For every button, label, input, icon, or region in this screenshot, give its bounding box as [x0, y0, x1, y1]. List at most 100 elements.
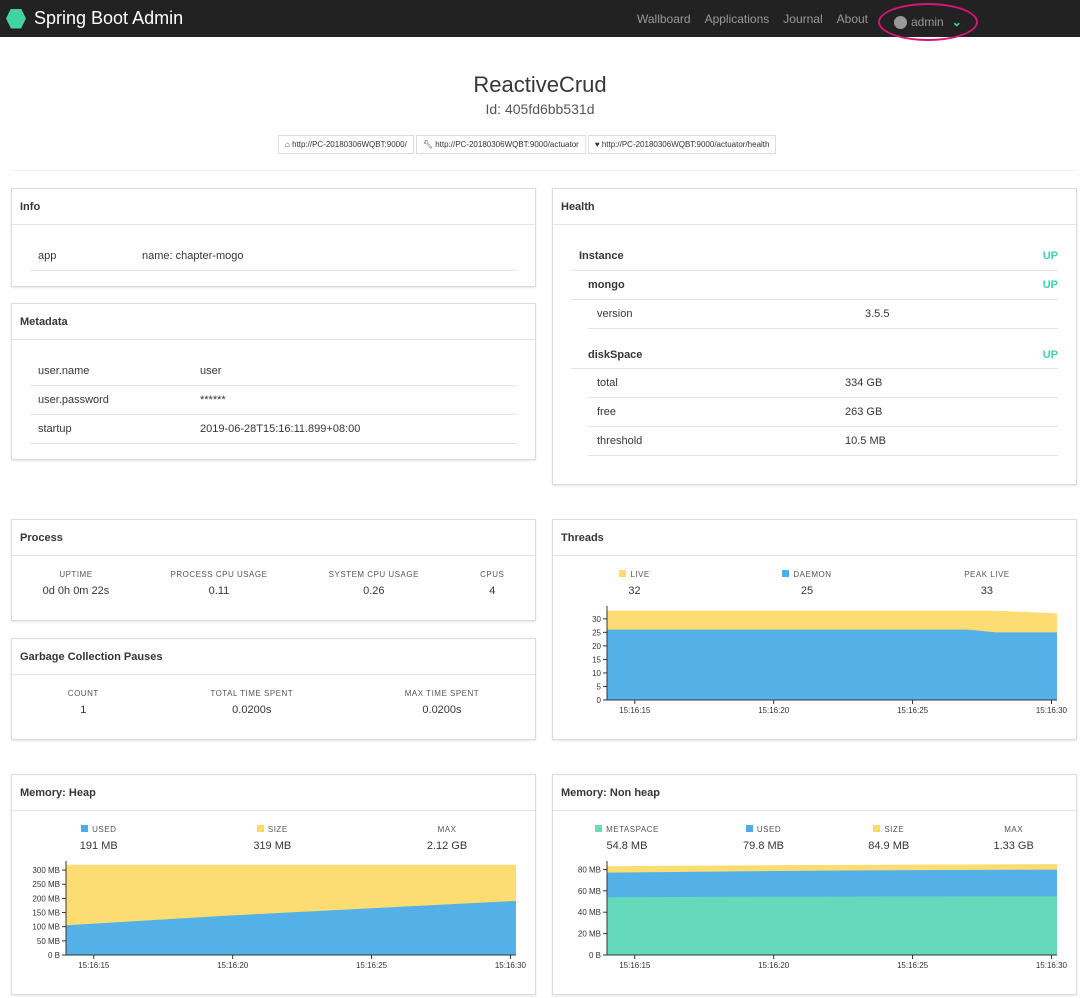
value: 2019-06-28T15:16:11.899+08:00	[200, 423, 361, 435]
user-menu[interactable]: admin ⌄	[878, 3, 978, 41]
stat-value: 0.0200s	[422, 704, 462, 716]
stat-value: 79.8 MB	[743, 840, 784, 852]
threads-card: Threads LIVE 32 DAEMON 25 PEAK LIVE 33 0 5 10 15…	[552, 519, 1077, 740]
stat: UPTIME 0d 0h 0m 22s	[43, 570, 110, 597]
divider	[11, 170, 1077, 171]
card-title: Memory: Non heap	[553, 775, 1076, 811]
nav-journal[interactable]: Journal	[783, 11, 823, 26]
card-title: Info	[12, 189, 535, 225]
x-tick-label: 15:16:15	[78, 961, 110, 970]
navbar: Spring Boot Admin Wallboard Applications…	[0, 0, 1080, 41]
y-tick-label: 0 B	[48, 951, 60, 960]
key: startup	[38, 423, 72, 435]
y-tick-label: 0 B	[589, 951, 601, 960]
stat: SYSTEM CPU USAGE 0.26	[329, 570, 419, 597]
health-mongo: mongo UP	[571, 271, 1058, 300]
stat: CPUS 4	[480, 570, 504, 597]
stat-label-text: METASPACE	[606, 825, 659, 834]
key: version	[597, 308, 633, 320]
stat-value: 0d 0h 0m 22s	[42, 585, 110, 597]
value: ******	[200, 394, 226, 406]
x-tick-label: 15:16:25	[897, 961, 929, 970]
nav-applications[interactable]: Applications	[704, 11, 770, 26]
stat-value: 0.26	[363, 585, 385, 597]
stat-label: CPUS	[480, 570, 504, 579]
stat: METASPACE 54.8 MB	[595, 825, 659, 852]
stat-value: 319 MB	[253, 840, 292, 852]
x-tick-label: 15:16:15	[619, 706, 651, 715]
stat-value: 1	[80, 704, 87, 716]
nav-wallboard[interactable]: Wallboard	[636, 11, 691, 26]
kv-row: user.password ******	[30, 386, 517, 415]
stat-label: USED	[80, 825, 118, 834]
y-tick-label: 200 MB	[32, 894, 60, 903]
stat-label-text: PEAK LIVE	[964, 570, 1010, 579]
key: threshold	[597, 435, 643, 447]
y-tick-label: 15	[592, 655, 601, 664]
stat-value: 1.33 GB	[993, 840, 1034, 852]
key: app	[38, 250, 57, 262]
x-tick-label: 15:16:30	[495, 961, 527, 970]
stat: COUNT 1	[68, 689, 99, 716]
key: user.password	[38, 394, 109, 406]
stat-label-text: USED	[92, 825, 117, 834]
stat-label-text: PROCESS CPU USAGE	[170, 570, 268, 579]
stat-value: 25	[800, 585, 814, 597]
process-card: Process UPTIME 0d 0h 0m 22s PROCESS CPU US…	[11, 519, 536, 621]
stat-label-text: CPUS	[480, 570, 505, 579]
stat-label: USED	[743, 825, 784, 834]
stat: MAX 1.33 GB	[993, 825, 1033, 852]
stat: USED 191 MB	[80, 825, 118, 852]
stat-label: SIZE	[868, 825, 909, 834]
threads-chart: 0 5 10 15 20 25 30 15:16:15 15:16:20 15:16:25 15:1…	[592, 606, 1068, 715]
legend-swatch	[595, 825, 603, 832]
nonheap-card: Memory: Non heap METASPACE 54.8 MB USED 79.…	[552, 774, 1077, 995]
label: diskSpace	[588, 348, 643, 361]
stat-label: MAX	[993, 825, 1033, 834]
stat-label: PROCESS CPU USAGE	[170, 570, 267, 579]
stat-value: 33	[980, 585, 994, 597]
instance-id: Id: 405fd6bb531d	[485, 101, 595, 117]
key: user.name	[38, 365, 90, 377]
health-url-link[interactable]: ♥ http://PC-20180306WQBT:9000/actuator/h…	[587, 135, 777, 154]
y-tick-label: 300 MB	[32, 866, 60, 875]
kv-row: user.name user	[30, 357, 517, 386]
nav-about[interactable]: About	[836, 11, 868, 26]
brand[interactable]: Spring Boot Admin	[6, 8, 183, 29]
y-tick-label: 0	[597, 696, 602, 705]
value: 3.5.5	[865, 308, 890, 320]
health-detail-row: version 3.5.5	[588, 300, 1058, 329]
y-tick-label: 20 MB	[578, 930, 601, 939]
legend-swatch	[619, 570, 627, 577]
stat-label: SIZE	[253, 825, 291, 834]
health-card: Health Instance UP mongo UP version 3.5.5 d…	[552, 188, 1077, 485]
area-metaspace	[607, 896, 1057, 955]
stat-value: 32	[628, 585, 641, 597]
value: 334 GB	[845, 377, 883, 389]
y-tick-label: 60 MB	[578, 887, 601, 896]
stat: PEAK LIVE 33	[964, 570, 1009, 597]
stat-label-text: MAX	[437, 825, 457, 834]
user-circle-icon	[894, 15, 907, 29]
key: total	[597, 377, 618, 389]
stat: USED 79.8 MB	[743, 825, 784, 852]
home-url-link[interactable]: ⌂ http://PC-20180306WQBT:9000/	[278, 135, 414, 154]
stat: LIVE 32	[619, 570, 649, 597]
legend-swatch	[873, 825, 881, 832]
stat: MAX 2.12 GB	[427, 825, 467, 852]
page-title: ReactiveCrud	[473, 72, 607, 97]
value: user	[200, 365, 222, 377]
actuator-url-link[interactable]: 🔧︎ http://PC-20180306WQBT:9000/actuator	[415, 135, 586, 154]
y-tick-label: 5	[597, 682, 602, 691]
stat-label: UPTIME	[43, 570, 110, 579]
stat-label-text: USED	[756, 825, 782, 834]
stat-label: SYSTEM CPU USAGE	[329, 570, 419, 579]
info-row: app name: chapter-mogo	[30, 242, 517, 271]
y-tick-label: 80 MB	[578, 865, 601, 874]
kv-row: startup 2019-06-28T15:16:11.899+08:00	[30, 415, 517, 444]
stat: SIZE 84.9 MB	[868, 825, 909, 852]
y-tick-label: 10	[592, 669, 601, 678]
legend-swatch	[745, 825, 753, 832]
stat-value: 0.0200s	[232, 704, 272, 716]
stat-label: COUNT	[68, 689, 99, 698]
